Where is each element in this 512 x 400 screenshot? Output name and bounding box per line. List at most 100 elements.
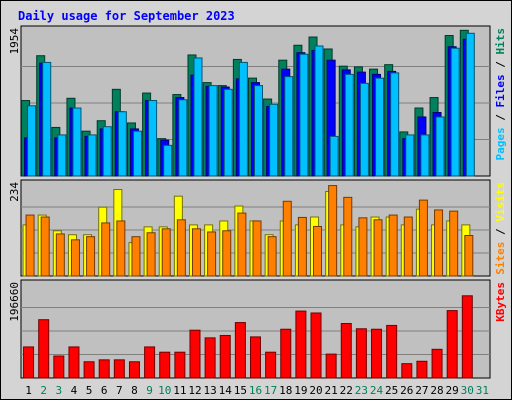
bar-kbytes-kbytes-day-27 <box>416 360 428 379</box>
x-tick-label: 8 <box>131 384 138 397</box>
bar-hits-pages-day-1 <box>27 105 37 177</box>
chart-title: Daily usage for September 2023 <box>18 9 235 23</box>
x-tick-label: 27 <box>415 384 428 397</box>
panel-kbytes-legend: KBytes <box>494 282 507 322</box>
panel-visits-legend: Sites / Visits <box>494 182 507 275</box>
bar-kbytes-kbytes-day-18 <box>280 328 292 379</box>
bar-kbytes-kbytes-day-6 <box>98 359 110 379</box>
bar-kbytes-kbytes-day-22 <box>340 323 352 379</box>
bar-kbytes-kbytes-day-14 <box>219 334 231 379</box>
panel-visits: 234 Sites / Visits <box>8 179 507 277</box>
x-tick-label: 21 <box>325 384 338 397</box>
x-tick-label: 12 <box>188 384 201 397</box>
x-tick-label: 25 <box>385 384 398 397</box>
bar-hits-pages-day-30 <box>465 32 475 177</box>
panel-visits-max-label: 234 <box>8 182 21 202</box>
panel-kbytes: 196660 KBytes <box>8 279 507 379</box>
legend-segment: KBytes <box>494 282 507 322</box>
bar-visits-sites-day-16 <box>252 220 262 277</box>
bar-kbytes-kbytes-day-5 <box>83 361 95 379</box>
bar-visits-sites-day-6 <box>101 222 111 277</box>
bar-hits-pages-day-25 <box>390 72 400 177</box>
bar-hits-pages-day-21 <box>329 135 339 177</box>
bar-kbytes-kbytes-day-23 <box>355 328 367 379</box>
bar-hits-pages-day-10 <box>163 144 173 177</box>
bar-visits-sites-day-24 <box>373 219 383 277</box>
panel-hits: 1954 Pages / Files / Hits <box>8 25 507 177</box>
legend-segment: / <box>494 222 507 242</box>
bar-hits-pages-day-14 <box>223 88 233 177</box>
bar-visits-sites-day-25 <box>388 214 398 277</box>
legend-segment: Sites <box>494 242 507 275</box>
x-tick-label: 14 <box>219 384 233 397</box>
bar-visits-sites-day-21 <box>328 185 338 277</box>
legend-segment: / <box>494 108 507 128</box>
bar-visits-sites-day-27 <box>418 199 428 277</box>
bar-visits-sites-day-30 <box>464 235 474 277</box>
bar-kbytes-kbytes-day-2 <box>38 319 50 379</box>
bar-visits-sites-day-15 <box>237 212 247 277</box>
bar-hits-pages-day-8 <box>132 130 142 177</box>
x-tick-label: 11 <box>173 384 186 397</box>
panel-hits-legend: Pages / Files / Hits <box>494 28 507 161</box>
legend-segment: / <box>494 55 507 75</box>
bar-visits-sites-day-11 <box>176 219 186 277</box>
bar-hits-pages-day-6 <box>102 126 112 177</box>
x-tick-label: 6 <box>101 384 108 397</box>
bar-kbytes-kbytes-day-13 <box>204 337 216 379</box>
bar-hits-pages-day-12 <box>193 57 203 177</box>
x-tick-label: 30 <box>461 384 474 397</box>
x-tick-label: 9 <box>146 384 153 397</box>
bar-kbytes-kbytes-day-29 <box>446 310 458 379</box>
x-tick-label: 7 <box>116 384 123 397</box>
x-tick-label: 28 <box>430 384 443 397</box>
bar-visits-sites-day-5 <box>86 236 96 277</box>
bar-hits-pages-day-18 <box>284 76 294 177</box>
bar-kbytes-kbytes-day-9 <box>144 346 156 379</box>
bar-visits-sites-day-20 <box>313 225 323 277</box>
bar-hits-pages-day-24 <box>375 77 385 177</box>
bar-visits-sites-day-22 <box>343 196 353 277</box>
bar-hits-pages-day-22 <box>344 73 354 177</box>
bar-kbytes-kbytes-day-12 <box>189 329 201 379</box>
x-tick-label: 3 <box>56 384 63 397</box>
bar-hits-pages-day-29 <box>450 47 460 177</box>
bar-kbytes-kbytes-day-4 <box>68 346 80 379</box>
bar-hits-pages-day-23 <box>359 82 369 177</box>
bar-visits-sites-day-14 <box>222 230 232 277</box>
bar-visits-sites-day-10 <box>161 228 171 277</box>
bar-kbytes-kbytes-day-15 <box>234 322 246 379</box>
bar-kbytes-kbytes-day-26 <box>401 363 413 379</box>
bar-hits-pages-day-20 <box>314 45 324 177</box>
bar-visits-sites-day-8 <box>131 236 141 277</box>
bar-kbytes-kbytes-day-25 <box>386 324 398 379</box>
x-tick-label: 19 <box>294 384 307 397</box>
bar-kbytes-kbytes-day-10 <box>159 351 171 379</box>
panel-hits-max-label: 1954 <box>8 28 21 55</box>
bar-visits-sites-day-1 <box>25 214 35 277</box>
x-tick-label: 31 <box>476 384 489 397</box>
legend-segment: Visits <box>494 182 507 222</box>
x-tick-label: 15 <box>234 384 247 397</box>
bar-kbytes-kbytes-day-8 <box>128 361 140 379</box>
bar-kbytes-kbytes-day-24 <box>371 328 383 379</box>
bar-kbytes-kbytes-day-19 <box>295 310 307 379</box>
bar-kbytes-kbytes-day-11 <box>174 351 186 379</box>
x-tick-label: 10 <box>158 384 171 397</box>
x-tick-label: 18 <box>279 384 292 397</box>
x-tick-label: 4 <box>71 384 78 397</box>
x-tick-label: 16 <box>249 384 262 397</box>
bar-hits-pages-day-9 <box>148 100 158 177</box>
x-tick-label: 20 <box>309 384 322 397</box>
bar-hits-pages-day-28 <box>435 116 445 177</box>
x-tick-label: 26 <box>400 384 413 397</box>
bar-hits-pages-day-2 <box>42 61 52 177</box>
legend-segment: Hits <box>494 28 507 55</box>
bar-visits-sites-day-3 <box>55 233 65 277</box>
bar-hits-pages-day-27 <box>420 134 430 177</box>
bar-hits-pages-day-16 <box>254 85 263 177</box>
bar-visits-sites-day-13 <box>207 231 217 277</box>
bar-kbytes-kbytes-day-28 <box>431 348 443 379</box>
bar-visits-sites-day-28 <box>434 209 444 277</box>
